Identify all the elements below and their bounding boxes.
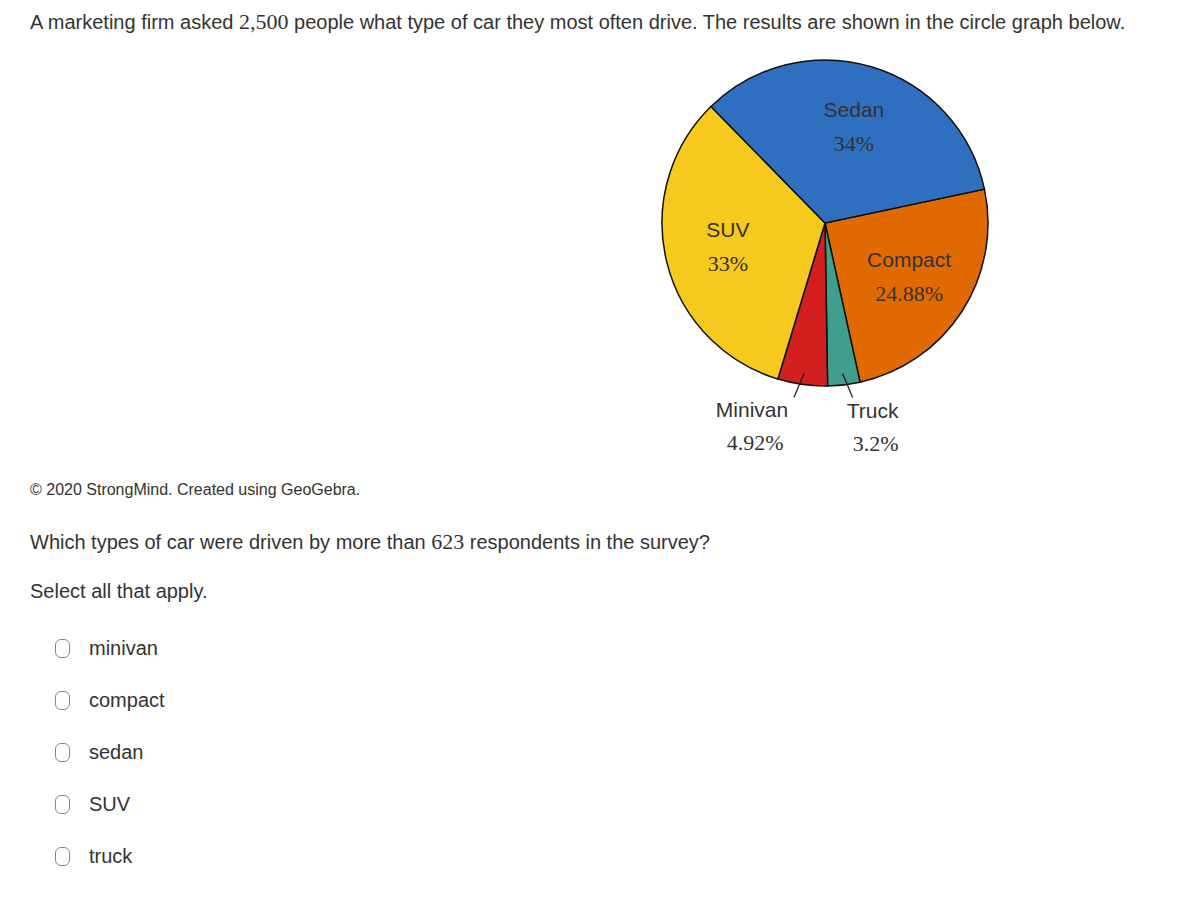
svg-text:SUV: SUV (706, 218, 749, 241)
svg-text:33%: 33% (708, 251, 748, 276)
svg-text:Truck: Truck (847, 399, 899, 422)
svg-text:4.92%: 4.92% (727, 430, 784, 455)
html-text:© 2020 StrongMind. Created usi: © 2020 StrongMind. Created using GeoGebr… (30, 481, 361, 498)
svg-text:3.2%: 3.2% (853, 431, 899, 456)
html-text:compact: compact (89, 689, 165, 711)
svg-text:24.88%: 24.88% (875, 281, 943, 306)
html-text:SUV: SUV (89, 793, 131, 815)
html-text:truck: truck (89, 845, 133, 867)
svg-text:Compact: Compact (867, 248, 951, 271)
html-text:A marketing firm asked 2,500 p: A marketing firm asked 2,500 people what… (30, 9, 1126, 34)
html-text:minivan: minivan (89, 637, 158, 659)
svg-text:Minivan: Minivan (716, 398, 788, 421)
svg-text:Sedan: Sedan (824, 98, 885, 121)
html-text:Which types of car were driven: Which types of car were driven by more t… (30, 529, 710, 554)
html-text:Select all that apply.: Select all that apply. (30, 580, 208, 602)
svg-text:34%: 34% (834, 131, 874, 156)
html-text:sedan: sedan (89, 741, 144, 763)
